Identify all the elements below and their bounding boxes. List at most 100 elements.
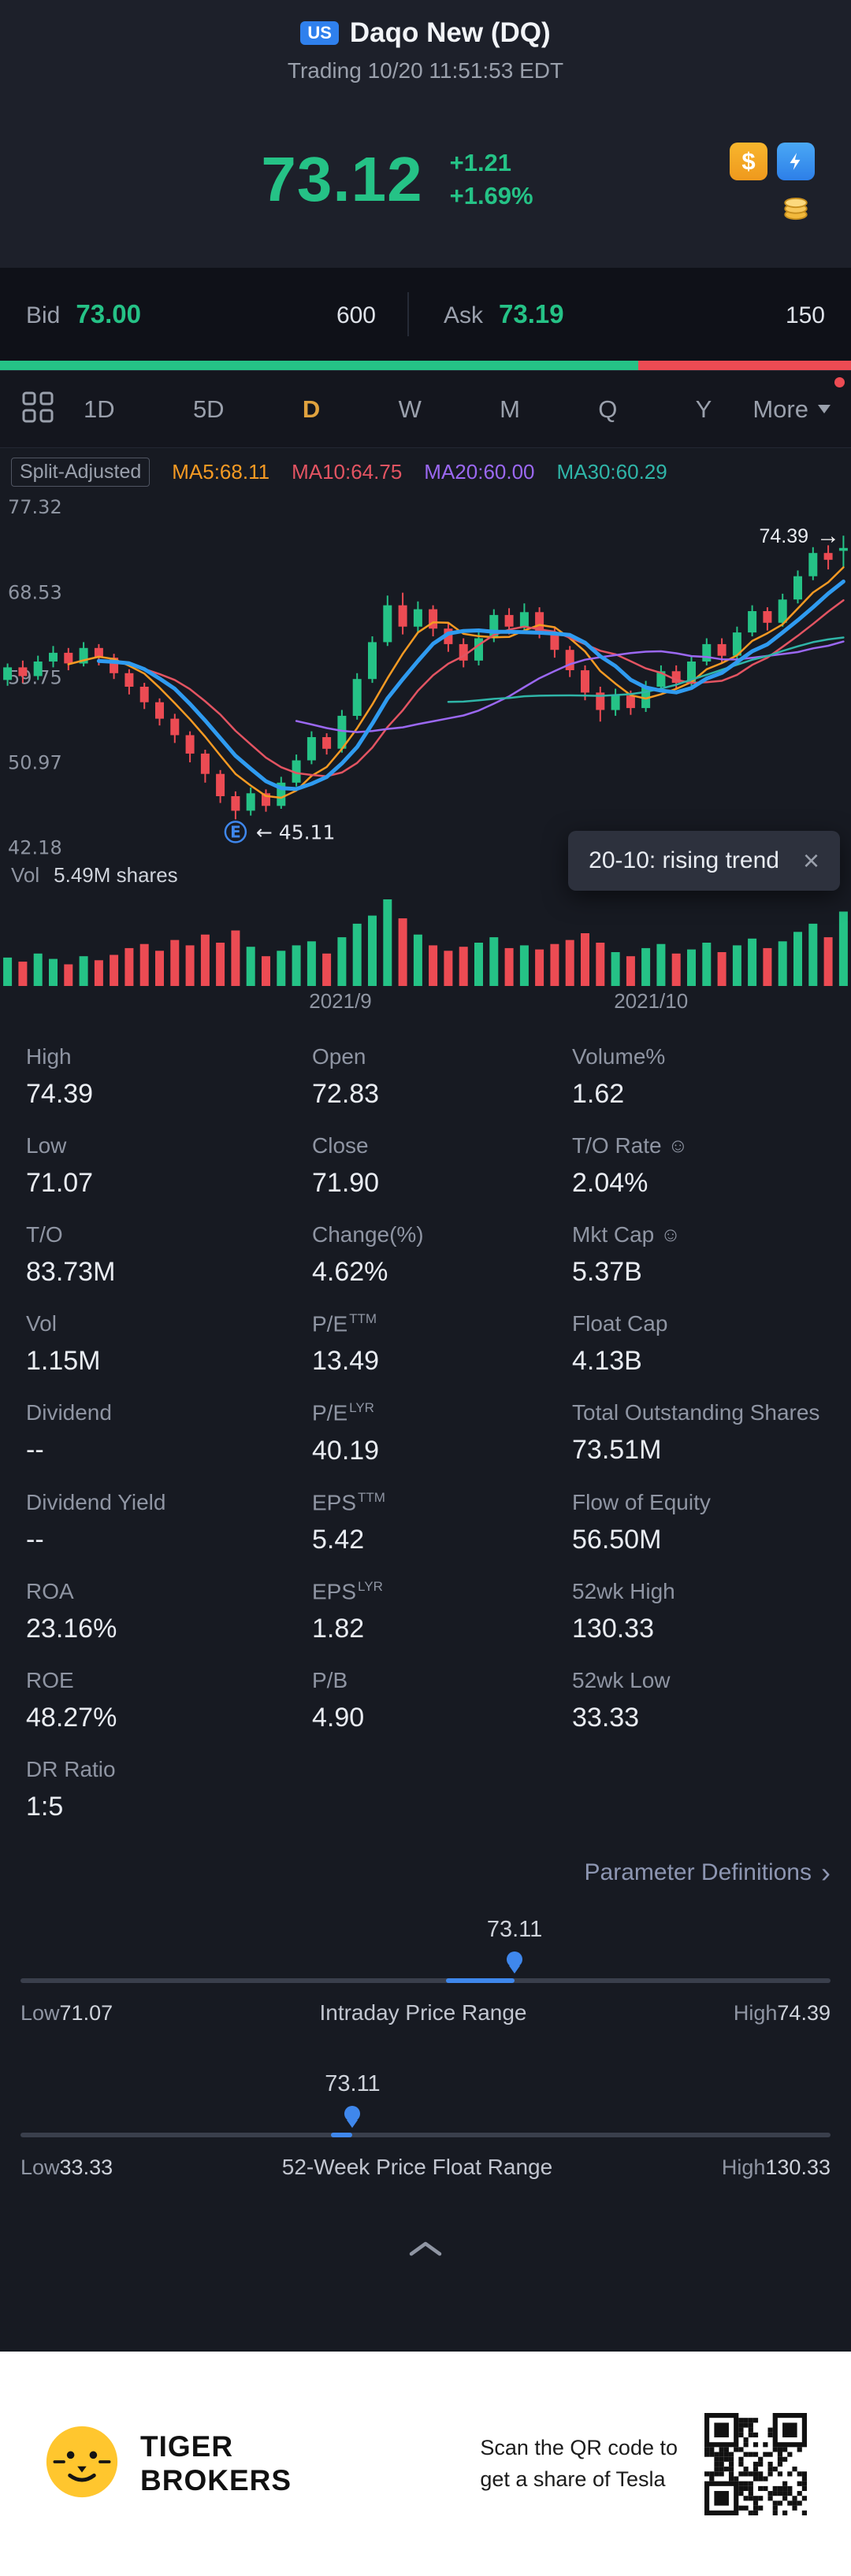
tab-1d[interactable]: 1D xyxy=(84,395,115,423)
stat-value: 1.82 xyxy=(312,1614,365,1644)
ask-quote[interactable]: Ask 73.19 150 xyxy=(409,299,825,329)
stat-value: 74.39 xyxy=(26,1079,94,1109)
chart-legend: Split-Adjusted MA5:68.11 MA10:64.75 MA20:6… xyxy=(0,448,851,489)
stat-label: Total Outstanding Shares xyxy=(572,1400,820,1425)
range-slider-0: 73.11 Low71.07 Intraday Price Range High74.… xyxy=(20,1917,831,2049)
close-icon[interactable]: × xyxy=(802,844,819,877)
volume-label: Vol xyxy=(11,863,40,887)
lightning-icon[interactable] xyxy=(777,143,815,180)
coins-icon[interactable] xyxy=(777,190,815,228)
volume-label-row: Vol 5.49M shares xyxy=(0,859,851,891)
ma-legend-item: MA5:68.11 xyxy=(172,459,270,484)
stats-row: DR Ratio 1:5 xyxy=(26,1757,835,1822)
quote-action-icons: $ xyxy=(730,143,815,228)
stat-label: T/O Rate ☺ xyxy=(572,1133,689,1158)
adjust-mode-chip[interactable]: Split-Adjusted xyxy=(11,457,151,487)
stat-change-: Change(%) 4.62% xyxy=(312,1222,572,1288)
range-labels: Low33.33 52-Week Price Float Range High130… xyxy=(20,2155,831,2180)
range-slider-pin[interactable] xyxy=(344,2106,361,2129)
quote-section: 73.12 +1.21 +1.69% $ xyxy=(0,91,851,268)
ask-price[interactable]: 73.19 xyxy=(499,299,564,328)
tab-d[interactable]: D xyxy=(302,395,321,423)
stat-vol: Vol 1.15M xyxy=(26,1311,312,1377)
range-track xyxy=(20,1978,831,1984)
bid-size: 600 xyxy=(336,302,376,328)
stat-dr-ratio: DR Ratio 1:5 xyxy=(26,1757,312,1822)
range-slider-pin[interactable] xyxy=(507,1951,523,1974)
tab-q[interactable]: Q xyxy=(598,395,618,423)
stat-label: P/E TTM xyxy=(312,1311,377,1336)
stats-row: Dividend Yield -- EPS TTM 5.42 Flow of Equity… xyxy=(26,1490,835,1555)
x-axis-label: 2021/9 xyxy=(309,989,372,1013)
parameter-definitions-label: Parameter Definitions xyxy=(584,1859,812,1886)
stat-empty xyxy=(312,1757,572,1822)
stat-label: P/E LYR xyxy=(312,1400,374,1425)
cash-reward-icon[interactable]: $ xyxy=(730,143,767,180)
stat-p-b: P/B 4.90 xyxy=(312,1668,572,1733)
info-icon[interactable]: ☺ xyxy=(667,1134,689,1157)
stat-roa: ROA 23.16% xyxy=(26,1579,312,1644)
stats-row: Dividend -- P/E LYR 40.19 Total Outstanding S… xyxy=(26,1400,835,1466)
stat-label: Low xyxy=(26,1133,67,1158)
stat-label: DR Ratio xyxy=(26,1757,116,1782)
stat-value: 1.62 xyxy=(572,1079,625,1109)
tab-5d[interactable]: 5D xyxy=(192,395,225,423)
qr-caption: Scan the QR code to get a share of Tesla xyxy=(480,2433,678,2494)
chevron-up-icon xyxy=(407,2242,444,2261)
parameter-definitions-link[interactable]: Parameter Definitions › xyxy=(585,1859,831,1887)
volume-chart xyxy=(3,899,848,986)
svg-text:68.53: 68.53 xyxy=(8,581,62,603)
price-change-pct: +1.69% xyxy=(449,181,533,209)
svg-text:42.18: 42.18 xyxy=(8,837,62,859)
tab-y[interactable]: Y xyxy=(695,395,712,423)
range-labels: Low71.07 Intraday Price Range High74.39 xyxy=(20,2000,831,2026)
brand-line-1: TIGER xyxy=(140,2430,234,2463)
svg-text:50.97: 50.97 xyxy=(8,751,62,773)
stat-52wk-high: 52wk High 130.33 xyxy=(572,1579,835,1644)
stat-label: Dividend xyxy=(26,1400,112,1425)
stat-label: EPS LYR xyxy=(312,1578,383,1604)
latest-high-label: 74.39 → xyxy=(759,523,840,550)
period-tab-bar: 1D 5D D W M Q Y More xyxy=(0,370,851,448)
stat-label: ROE xyxy=(26,1668,74,1693)
bid-price[interactable]: 73.00 xyxy=(76,299,141,328)
qr-caption-line-1: Scan the QR code to xyxy=(480,2436,678,2460)
range-title: 52-Week Price Float Range xyxy=(281,2155,553,2180)
volume-value: 5.49M shares xyxy=(54,863,178,887)
stat-eps: EPS TTM 5.42 xyxy=(312,1490,572,1555)
tab-w[interactable]: W xyxy=(398,395,422,423)
svg-text:77.32: 77.32 xyxy=(8,496,62,518)
trend-tooltip: 20-10: rising trend × xyxy=(568,831,840,891)
grid-layout-icon[interactable] xyxy=(20,390,55,428)
tab-more[interactable]: More xyxy=(753,395,831,424)
range-high: High74.39 xyxy=(733,2001,831,2026)
info-icon[interactable]: ☺ xyxy=(660,1223,681,1246)
notification-dot xyxy=(834,377,845,387)
trading-status: Trading 10/20 11:51:53 EDT xyxy=(287,58,564,83)
stat-volume-: Volume% 1.62 xyxy=(572,1044,835,1110)
stat-t-o: T/O 83.73M xyxy=(26,1222,312,1288)
tab-m[interactable]: M xyxy=(500,395,520,423)
bid-ask-row: Bid 73.00 600 Ask 73.19 150 xyxy=(0,268,851,361)
bid-quote[interactable]: Bid 73.00 600 xyxy=(26,299,407,329)
collapse-button[interactable] xyxy=(407,2238,444,2261)
stat-label: Open xyxy=(312,1044,366,1069)
stat-close: Close 71.90 xyxy=(312,1133,572,1199)
arrow-right-icon: → xyxy=(816,523,840,550)
stat-flow-of-equity: Flow of Equity 56.50M xyxy=(572,1490,835,1555)
svg-text:E: E xyxy=(230,822,241,841)
stat-label: EPS TTM xyxy=(312,1489,385,1514)
tab-list: 1D 5D D W M Q Y xyxy=(84,395,718,424)
stat-label: T/O xyxy=(26,1222,63,1247)
page-title: Daqo New (DQ) xyxy=(349,17,551,48)
tiger-logo xyxy=(44,2424,120,2504)
qr-code xyxy=(704,2412,807,2515)
trend-tooltip-text: 20-10: rising trend xyxy=(589,847,779,873)
stat-label: Flow of Equity xyxy=(572,1489,711,1514)
stat-mkt-cap: Mkt Cap ☺ 5.37B xyxy=(572,1222,835,1288)
promo-footer: TIGER BROKERS Scan the QR code to get a … xyxy=(0,2352,851,2576)
stat-value: 23.16% xyxy=(26,1613,117,1644)
stat-value: 48.27% xyxy=(26,1703,117,1733)
